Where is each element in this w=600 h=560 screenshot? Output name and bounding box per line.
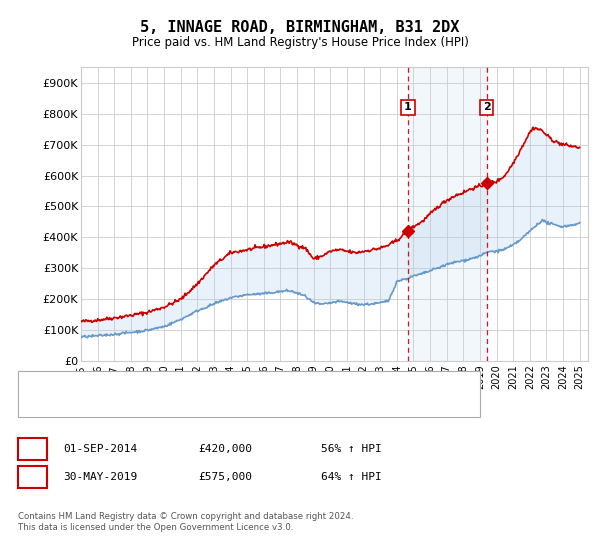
Text: 2: 2 xyxy=(483,102,491,113)
Text: 56% ↑ HPI: 56% ↑ HPI xyxy=(321,444,382,454)
Text: £420,000: £420,000 xyxy=(198,444,252,454)
Bar xyxy=(408,67,487,361)
Text: 30-MAY-2019: 30-MAY-2019 xyxy=(63,472,137,482)
Text: Price paid vs. HM Land Registry's House Price Index (HPI): Price paid vs. HM Land Registry's House … xyxy=(131,36,469,49)
Text: £575,000: £575,000 xyxy=(198,472,252,482)
Text: Contains HM Land Registry data © Crown copyright and database right 2024.
This d: Contains HM Land Registry data © Crown c… xyxy=(18,512,353,532)
Text: 01-SEP-2014: 01-SEP-2014 xyxy=(63,444,137,454)
Text: 64% ↑ HPI: 64% ↑ HPI xyxy=(321,472,382,482)
Text: 1: 1 xyxy=(28,442,37,456)
Text: 5, INNAGE ROAD, BIRMINGHAM, B31 2DX (detached house): 5, INNAGE ROAD, BIRMINGHAM, B31 2DX (det… xyxy=(75,379,401,389)
Text: HPI: Average price, detached house, Birmingham: HPI: Average price, detached house, Birm… xyxy=(75,399,344,409)
Text: 1: 1 xyxy=(404,102,412,113)
Text: 2: 2 xyxy=(28,470,37,484)
Text: 5, INNAGE ROAD, BIRMINGHAM, B31 2DX: 5, INNAGE ROAD, BIRMINGHAM, B31 2DX xyxy=(140,20,460,35)
